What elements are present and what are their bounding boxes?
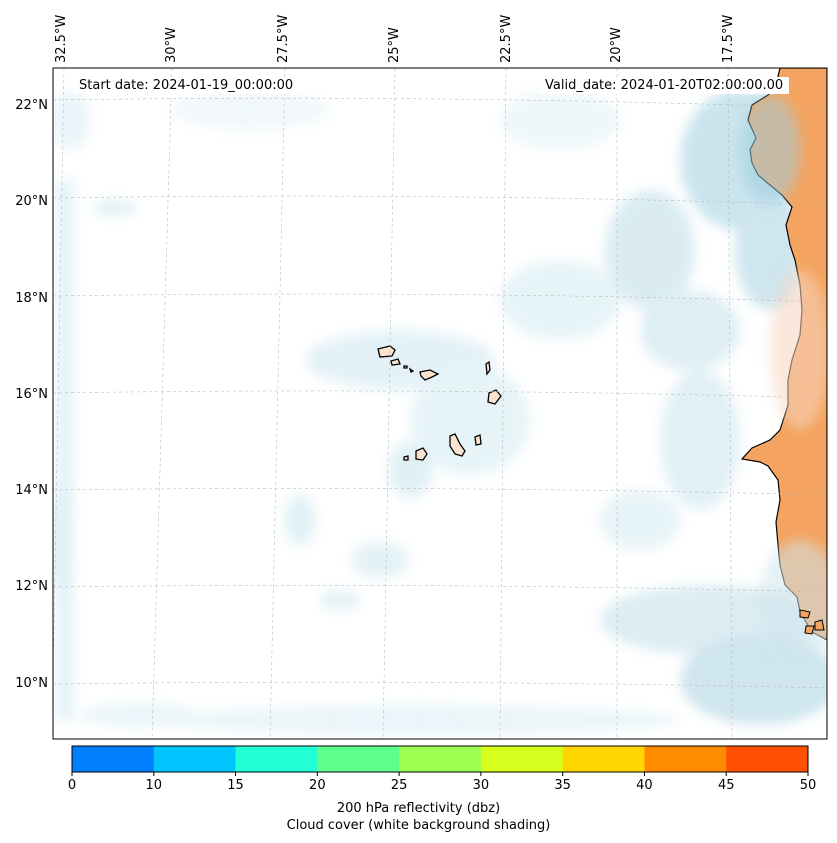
coastal-island <box>814 619 825 631</box>
map-frame <box>52 67 828 740</box>
parallel-line <box>53 97 827 109</box>
parallel-line <box>53 681 827 689</box>
island-sao-nicolau <box>408 367 415 373</box>
cloud-patch <box>600 490 680 550</box>
colorbar-swatch <box>317 746 400 772</box>
parallel-line <box>53 488 827 496</box>
coastal-island <box>799 609 811 619</box>
colorbar-swatch <box>72 746 155 772</box>
cloud-patch <box>93 200 137 216</box>
colorbar-swatch <box>480 746 564 772</box>
cloud-patch <box>410 365 530 475</box>
graticule <box>53 68 827 739</box>
parallel-line <box>53 293 827 303</box>
island-boa-vista <box>487 389 502 405</box>
colorbar-tick-label: 0 <box>67 778 77 793</box>
island-fogo <box>415 447 428 461</box>
colorbar-swatch <box>153 746 237 772</box>
colorbar-tick-label: 40 <box>636 778 653 793</box>
colorbar-tick-label: 20 <box>309 778 326 793</box>
island-sao-nicolau-main <box>419 369 440 381</box>
cloud-patch <box>660 370 740 510</box>
island-sal <box>485 360 491 376</box>
meridian-line <box>151 68 173 739</box>
latitude-label: 18°N <box>15 291 48 306</box>
island-santa-luzia <box>403 365 408 369</box>
meridian-line <box>382 68 396 739</box>
cloud-patch <box>500 90 620 150</box>
coastal-cloud <box>740 95 800 205</box>
latitude-label: 20°N <box>15 194 48 209</box>
cloud-patch <box>640 290 740 370</box>
cloud-patch <box>350 542 410 578</box>
colorbar-tick-label: 35 <box>554 778 571 793</box>
latitude-label: 22°N <box>15 98 48 113</box>
island-santo-antao <box>377 345 396 358</box>
cloud-patch <box>53 480 70 600</box>
colorbar-tick-label: 10 <box>145 778 163 793</box>
colorbar-swatch <box>644 746 727 772</box>
cloud-patch <box>605 190 695 310</box>
colorbar-label-line2: Cloud cover (white background shading) <box>286 818 551 833</box>
latitude-label: 12°N <box>15 579 48 594</box>
meridian-line <box>727 68 733 739</box>
colorbar-swatch <box>726 746 809 772</box>
cloud-patch <box>80 703 200 727</box>
cloud-patch <box>160 705 680 735</box>
parallel-line <box>53 585 827 593</box>
island-maio <box>474 434 482 446</box>
colorbar-swatch <box>562 746 645 772</box>
meridian-line <box>499 68 507 739</box>
colorbar-tick-label: 50 <box>799 778 817 793</box>
cloud-patch <box>285 495 315 545</box>
colorbar-tick-label: 25 <box>390 778 408 793</box>
latitude-label: 14°N <box>15 483 48 498</box>
meridian-line <box>269 68 286 739</box>
colorbar-tick-label: 15 <box>227 778 244 793</box>
meridian-line <box>53 68 65 700</box>
coastal-cloud <box>770 270 827 430</box>
cloud-patch <box>53 90 90 150</box>
valid-date-label: Valid_date: 2024-01-20T02:00:00.00 <box>539 77 790 94</box>
cape-verde-islands <box>377 345 502 461</box>
colorbar-swatch <box>235 746 318 772</box>
parallel-line <box>53 195 827 206</box>
start-date-label: Start date: 2024-01-19_00:00:00 <box>73 77 300 94</box>
island-sao-vicente <box>390 358 401 366</box>
coastal-island <box>804 625 815 635</box>
island-santiago <box>449 433 466 457</box>
colorbar-swatch <box>399 746 482 772</box>
latitude-label: 10°N <box>15 676 48 691</box>
latitude-label: 16°N <box>15 387 48 402</box>
colorbar-frame <box>71 745 809 773</box>
colorbar-tick-label: 45 <box>717 778 735 793</box>
island-brava <box>403 455 409 461</box>
parallel-line <box>53 390 827 399</box>
colorbar-tick-label: 30 <box>472 778 490 793</box>
cloud-patch <box>500 260 620 340</box>
cloud-patch <box>170 90 330 130</box>
cloud-patch <box>320 590 360 610</box>
colorbar-label-line1: 200 hPa reflectivity (dbz) <box>336 801 501 816</box>
